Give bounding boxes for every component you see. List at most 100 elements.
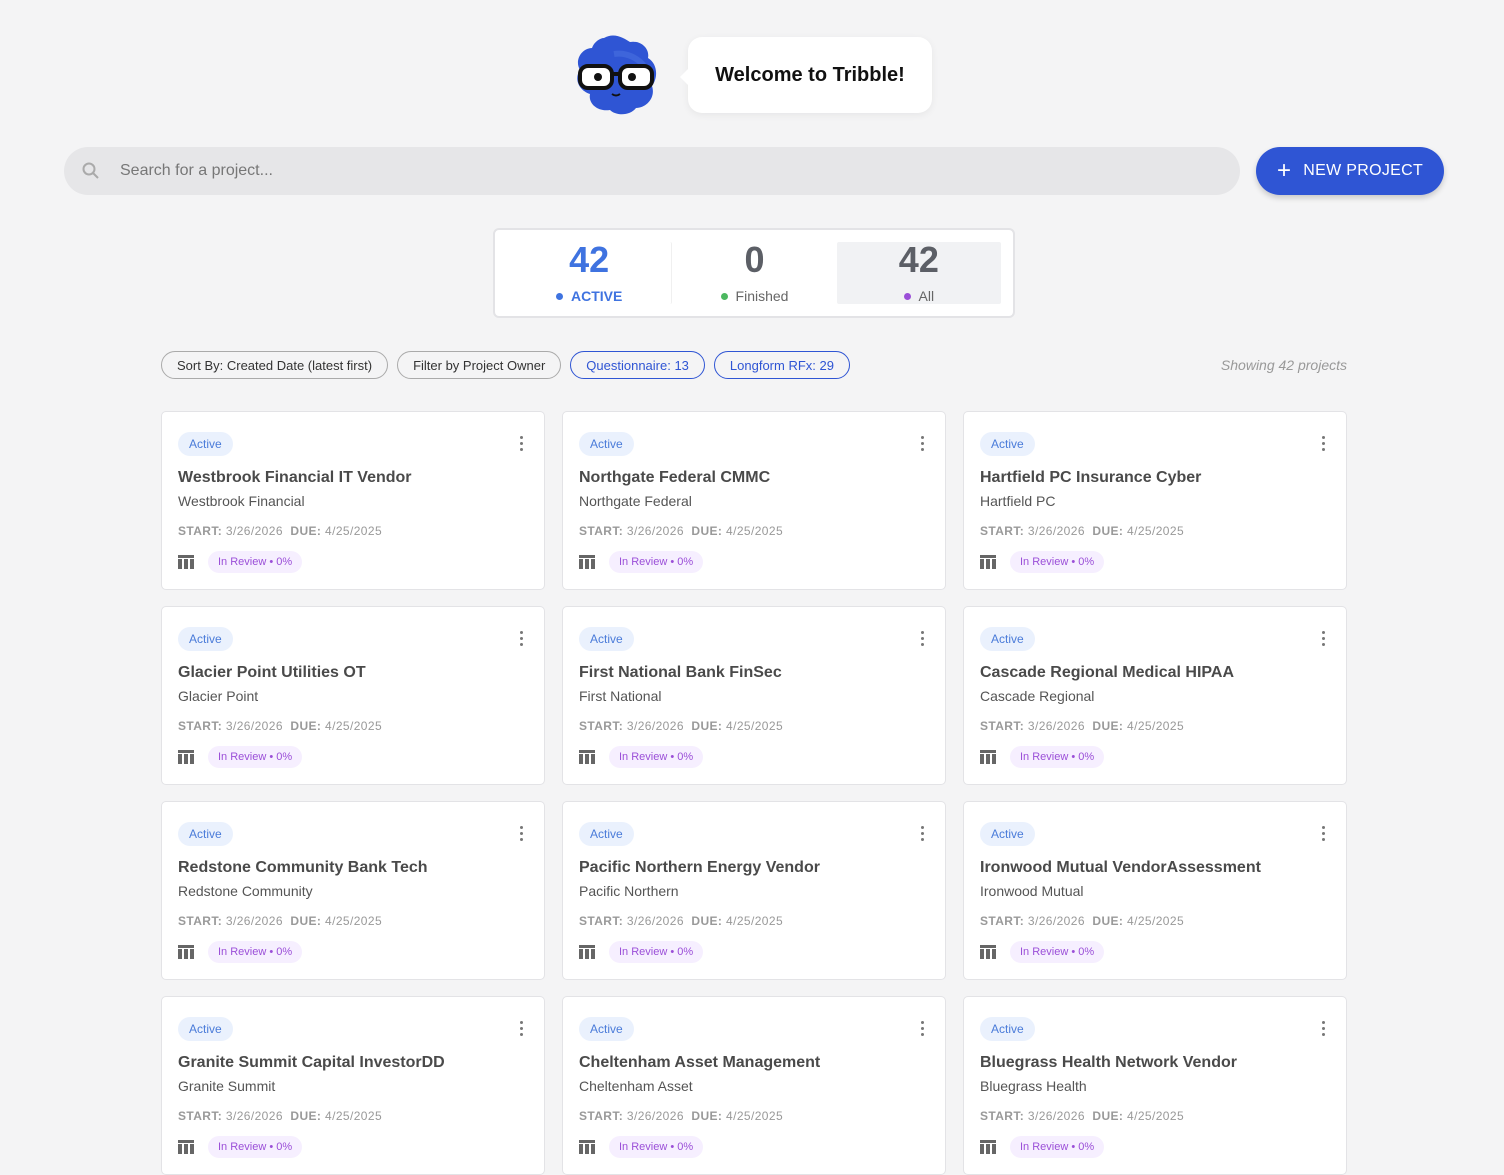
start-label: START: xyxy=(178,524,223,538)
project-title: First National Bank FinSec xyxy=(579,664,782,681)
welcome-bubble: Welcome to Tribble! xyxy=(680,37,932,113)
new-project-label: NEW PROJECT xyxy=(1303,162,1424,179)
start-label: START: xyxy=(980,1109,1025,1123)
stat-all[interactable]: 42 All xyxy=(836,242,1001,304)
start-date: 3/26/2026 xyxy=(225,914,283,928)
project-card[interactable]: Active Glacier Point Utilities OT Glacie… xyxy=(161,606,545,785)
more-options-icon[interactable] xyxy=(1320,436,1326,451)
more-options-icon[interactable] xyxy=(518,1021,524,1036)
start-date: 3/26/2026 xyxy=(225,1109,283,1123)
project-card[interactable]: Active Bluegrass Health Network Vendor B… xyxy=(963,996,1347,1175)
start-date: 3/26/2026 xyxy=(225,719,283,733)
due-label: DUE: xyxy=(1092,719,1124,733)
due-label: DUE: xyxy=(290,914,322,928)
project-dates: START: 3/26/2026 DUE: 4/25/2025 xyxy=(178,524,528,538)
more-options-icon[interactable] xyxy=(1320,826,1326,841)
project-title: Westbrook Financial IT Vendor xyxy=(178,469,412,486)
more-options-icon[interactable] xyxy=(919,826,925,841)
table-icon xyxy=(980,750,996,764)
status-badge: Active xyxy=(579,822,634,846)
start-label: START: xyxy=(980,524,1025,538)
project-title: Bluegrass Health Network Vendor xyxy=(980,1054,1237,1071)
status-badge: Active xyxy=(980,822,1035,846)
stat-label: All xyxy=(918,288,935,304)
project-card[interactable]: Active Granite Summit Capital InvestorDD… xyxy=(161,996,545,1175)
due-date: 4/25/2025 xyxy=(726,914,784,928)
project-client: Cheltenham Asset xyxy=(579,1078,693,1094)
project-card[interactable]: Active Ironwood Mutual VendorAssessment … xyxy=(963,801,1347,980)
project-card[interactable]: Active Westbrook Financial IT Vendor Wes… xyxy=(161,411,545,590)
search-bar[interactable] xyxy=(64,147,1240,195)
more-options-icon[interactable] xyxy=(1320,1021,1326,1036)
status-badge: Active xyxy=(579,1017,634,1041)
project-card[interactable]: Active Cheltenham Asset Management Chelt… xyxy=(562,996,946,1175)
sort-button[interactable]: Sort By: Created Date (latest first) xyxy=(161,351,389,379)
due-label: DUE: xyxy=(1092,914,1124,928)
owner-filter-button[interactable]: Filter by Project Owner xyxy=(397,351,562,379)
project-client: Granite Summit xyxy=(178,1078,276,1094)
project-grid: Active Westbrook Financial IT Vendor Wes… xyxy=(161,411,1347,1175)
stat-value: 0 xyxy=(744,239,765,280)
due-label: DUE: xyxy=(290,1109,322,1123)
start-label: START: xyxy=(579,1109,624,1123)
start-date: 3/26/2026 xyxy=(626,1109,684,1123)
new-project-button[interactable]: + NEW PROJECT xyxy=(1256,147,1444,195)
stat-active[interactable]: 42 ACTIVE xyxy=(507,239,673,304)
more-options-icon[interactable] xyxy=(518,436,524,451)
results-count: Showing 42 projects xyxy=(1220,357,1347,373)
start-label: START: xyxy=(579,524,624,538)
more-options-icon[interactable] xyxy=(1320,631,1326,646)
due-label: DUE: xyxy=(691,719,723,733)
review-status-badge: In Review • 0% xyxy=(609,551,704,573)
project-card[interactable]: Active Cascade Regional Medical HIPAA Ca… xyxy=(963,606,1347,785)
project-client: Cascade Regional xyxy=(980,688,1095,704)
review-status-badge: In Review • 0% xyxy=(609,746,704,768)
due-date: 4/25/2025 xyxy=(726,719,784,733)
project-card[interactable]: Active Redstone Community Bank Tech Reds… xyxy=(161,801,545,980)
project-dates: START: 3/26/2026 DUE: 4/25/2025 xyxy=(178,914,528,928)
status-badge: Active xyxy=(980,432,1035,456)
project-title: Granite Summit Capital InvestorDD xyxy=(178,1054,445,1071)
project-dates: START: 3/26/2026 DUE: 4/25/2025 xyxy=(980,914,1330,928)
status-badge: Active xyxy=(980,1017,1035,1041)
table-icon xyxy=(980,1140,996,1154)
review-status-badge: In Review • 0% xyxy=(1010,551,1105,573)
project-dates: START: 3/26/2026 DUE: 4/25/2025 xyxy=(980,524,1330,538)
project-title: Hartfield PC Insurance Cyber xyxy=(980,469,1202,486)
project-title: Pacific Northern Energy Vendor xyxy=(579,859,820,876)
status-badge: Active xyxy=(178,822,233,846)
project-title: Cheltenham Asset Management xyxy=(579,1054,821,1071)
table-icon xyxy=(980,555,996,569)
status-badge: Active xyxy=(178,432,233,456)
questionnaire-filter-chip[interactable]: Questionnaire: 13 xyxy=(570,351,705,379)
project-card[interactable]: Active Hartfield PC Insurance Cyber Hart… xyxy=(963,411,1347,590)
tribble-mascot-logo xyxy=(577,35,657,115)
project-card[interactable]: Active Northgate Federal CMMC Northgate … xyxy=(562,411,946,590)
stat-finished[interactable]: 0 Finished xyxy=(672,242,836,304)
due-label: DUE: xyxy=(691,1109,723,1123)
start-date: 3/26/2026 xyxy=(626,914,684,928)
project-card[interactable]: Active First National Bank FinSec First … xyxy=(562,606,946,785)
review-status-badge: In Review • 0% xyxy=(208,746,303,768)
project-client: Bluegrass Health xyxy=(980,1078,1087,1094)
project-client: Hartfield PC xyxy=(980,493,1056,509)
more-options-icon[interactable] xyxy=(518,631,524,646)
table-icon xyxy=(178,750,194,764)
due-date: 4/25/2025 xyxy=(726,524,784,538)
project-title: Northgate Federal CMMC xyxy=(579,469,771,486)
more-options-icon[interactable] xyxy=(919,1021,925,1036)
project-card[interactable]: Active Pacific Northern Energy Vendor Pa… xyxy=(562,801,946,980)
search-input[interactable] xyxy=(120,162,1020,180)
more-options-icon[interactable] xyxy=(919,436,925,451)
more-options-icon[interactable] xyxy=(518,826,524,841)
table-icon xyxy=(178,555,194,569)
stat-label: ACTIVE xyxy=(570,288,623,304)
due-date: 4/25/2025 xyxy=(1127,719,1185,733)
stat-value: 42 xyxy=(569,239,610,280)
due-date: 4/25/2025 xyxy=(325,914,383,928)
more-options-icon[interactable] xyxy=(919,631,925,646)
start-date: 3/26/2026 xyxy=(626,524,684,538)
longform-filter-chip[interactable]: Longform RFx: 29 xyxy=(713,351,850,379)
table-icon xyxy=(579,945,595,959)
project-title: Redstone Community Bank Tech xyxy=(178,859,428,876)
